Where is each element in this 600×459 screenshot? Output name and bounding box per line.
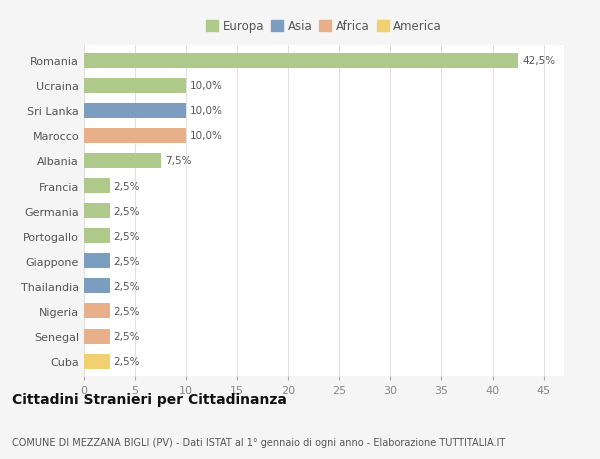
Text: 2,5%: 2,5% — [113, 331, 140, 341]
Text: 7,5%: 7,5% — [164, 156, 191, 166]
Bar — [84, 329, 110, 344]
Bar — [84, 53, 518, 68]
Bar — [84, 129, 186, 144]
Bar — [84, 179, 110, 194]
Bar — [84, 304, 110, 319]
Text: 2,5%: 2,5% — [113, 256, 140, 266]
Bar — [84, 279, 110, 294]
Text: 2,5%: 2,5% — [113, 281, 140, 291]
Text: COMUNE DI MEZZANA BIGLI (PV) - Dati ISTAT al 1° gennaio di ogni anno - Elaborazi: COMUNE DI MEZZANA BIGLI (PV) - Dati ISTA… — [12, 437, 505, 448]
Bar — [84, 204, 110, 218]
Bar — [84, 154, 161, 168]
Text: 2,5%: 2,5% — [113, 306, 140, 316]
Text: 2,5%: 2,5% — [113, 231, 140, 241]
Text: 2,5%: 2,5% — [113, 356, 140, 366]
Bar — [84, 254, 110, 269]
Bar — [84, 354, 110, 369]
Text: 10,0%: 10,0% — [190, 106, 223, 116]
Legend: Europa, Asia, Africa, America: Europa, Asia, Africa, America — [206, 21, 442, 34]
Text: 2,5%: 2,5% — [113, 181, 140, 191]
Text: 10,0%: 10,0% — [190, 81, 223, 91]
Bar — [84, 103, 186, 118]
Text: 2,5%: 2,5% — [113, 206, 140, 216]
Bar — [84, 78, 186, 94]
Text: 10,0%: 10,0% — [190, 131, 223, 141]
Bar — [84, 229, 110, 244]
Text: Cittadini Stranieri per Cittadinanza: Cittadini Stranieri per Cittadinanza — [12, 392, 287, 406]
Text: 42,5%: 42,5% — [522, 56, 555, 66]
